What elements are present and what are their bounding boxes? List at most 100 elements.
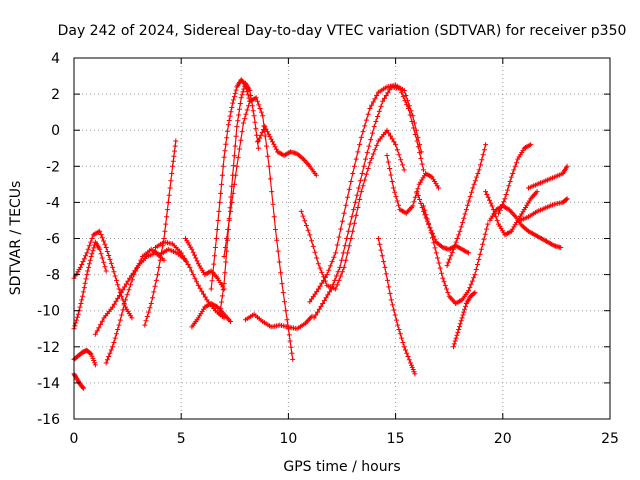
plus-point bbox=[359, 171, 365, 176]
plus-point bbox=[445, 290, 451, 296]
plus-point bbox=[421, 167, 426, 173]
plus-point bbox=[202, 294, 208, 300]
plus-point bbox=[339, 218, 345, 224]
plus-point bbox=[237, 106, 242, 112]
plus-point bbox=[234, 163, 240, 169]
plus-point bbox=[350, 171, 356, 176]
plus-point bbox=[235, 118, 241, 124]
plus-point bbox=[321, 277, 327, 283]
plus-point bbox=[357, 178, 363, 184]
plus-point bbox=[471, 275, 477, 281]
plus-point bbox=[283, 308, 289, 314]
plus-point bbox=[367, 160, 373, 166]
plus-point bbox=[110, 344, 116, 350]
plus-point bbox=[387, 87, 393, 93]
plus-point bbox=[232, 143, 238, 149]
plus-point bbox=[400, 340, 406, 345]
plus-point bbox=[111, 340, 117, 345]
plus-point bbox=[319, 280, 325, 286]
plus-point bbox=[404, 102, 410, 108]
plus-point bbox=[226, 118, 232, 123]
plus-point bbox=[411, 199, 417, 205]
y-axis-title: SDTVAR / TECUs bbox=[8, 181, 24, 296]
plus-point bbox=[328, 286, 334, 292]
x-tick-labels: 0 5 10 15 20 25 bbox=[70, 431, 619, 447]
plus-point bbox=[348, 236, 354, 241]
plus-point bbox=[131, 272, 137, 278]
plus-point bbox=[493, 214, 499, 220]
plus-point bbox=[396, 327, 402, 332]
plus-point bbox=[355, 149, 361, 155]
plus-point bbox=[115, 295, 121, 301]
plus-point bbox=[313, 312, 319, 318]
plus-point bbox=[178, 250, 184, 256]
plus-point bbox=[385, 277, 390, 283]
plus-point bbox=[391, 185, 396, 191]
plus-point bbox=[357, 142, 363, 148]
plus-point bbox=[457, 228, 463, 234]
plus-point bbox=[444, 286, 450, 292]
plus-point bbox=[338, 273, 344, 279]
plus-point bbox=[307, 299, 313, 305]
plus-point bbox=[213, 245, 218, 250]
plus-point bbox=[153, 277, 159, 283]
plus-point bbox=[371, 124, 377, 130]
plus-point bbox=[334, 282, 340, 288]
series-line bbox=[105, 248, 186, 364]
y-tick-labels: -16 -14 -12 -10 -8 -6 -4 -2 0 2 4 bbox=[37, 51, 60, 428]
plus-point bbox=[528, 142, 534, 148]
plus-point bbox=[259, 129, 265, 135]
x-tick-label: 25 bbox=[601, 431, 619, 447]
plus-point bbox=[221, 154, 227, 160]
plus-point bbox=[489, 203, 495, 209]
series-sat-ac bbox=[526, 163, 570, 191]
plus-point bbox=[171, 153, 177, 159]
plus-point bbox=[98, 232, 104, 237]
plus-point bbox=[85, 268, 91, 274]
plus-point bbox=[255, 139, 260, 145]
plus-point bbox=[107, 350, 113, 356]
plus-point bbox=[311, 315, 317, 321]
plus-point bbox=[406, 106, 411, 111]
plus-point bbox=[236, 112, 242, 118]
plus-point bbox=[246, 103, 251, 109]
plus-point bbox=[169, 171, 175, 176]
plus-point bbox=[172, 148, 178, 154]
plus-point bbox=[195, 282, 201, 288]
plus-point bbox=[268, 136, 274, 142]
plus-point bbox=[274, 237, 280, 243]
plus-point bbox=[135, 264, 140, 270]
plus-point bbox=[453, 239, 459, 245]
plus-point bbox=[113, 298, 119, 304]
plus-point bbox=[458, 318, 464, 324]
plus-point bbox=[99, 235, 105, 241]
plus-point bbox=[482, 231, 488, 237]
plus-point bbox=[357, 197, 363, 202]
plus-point bbox=[333, 250, 339, 256]
plus-point bbox=[167, 185, 173, 191]
series-line bbox=[377, 238, 416, 375]
plus-point bbox=[412, 371, 418, 377]
plus-point bbox=[253, 126, 259, 132]
plus-point bbox=[364, 150, 370, 156]
plus-point bbox=[248, 93, 254, 98]
plus-point bbox=[418, 155, 424, 161]
plus-point bbox=[197, 285, 203, 291]
plus-point bbox=[488, 200, 494, 206]
plus-point bbox=[356, 185, 362, 191]
plus-point bbox=[484, 192, 490, 197]
plus-point bbox=[148, 301, 154, 306]
plus-point bbox=[302, 218, 308, 224]
plus-point bbox=[403, 93, 409, 98]
plus-point bbox=[192, 252, 197, 258]
plus-point bbox=[79, 297, 85, 303]
plus-point bbox=[485, 194, 491, 200]
plus-point bbox=[91, 358, 97, 363]
plus-point bbox=[194, 279, 200, 285]
plus-point bbox=[185, 262, 191, 267]
plus-point bbox=[479, 157, 485, 163]
plus-point bbox=[397, 331, 403, 337]
plus-point bbox=[360, 129, 366, 135]
plus-point bbox=[266, 163, 272, 169]
plus-point bbox=[239, 92, 245, 98]
